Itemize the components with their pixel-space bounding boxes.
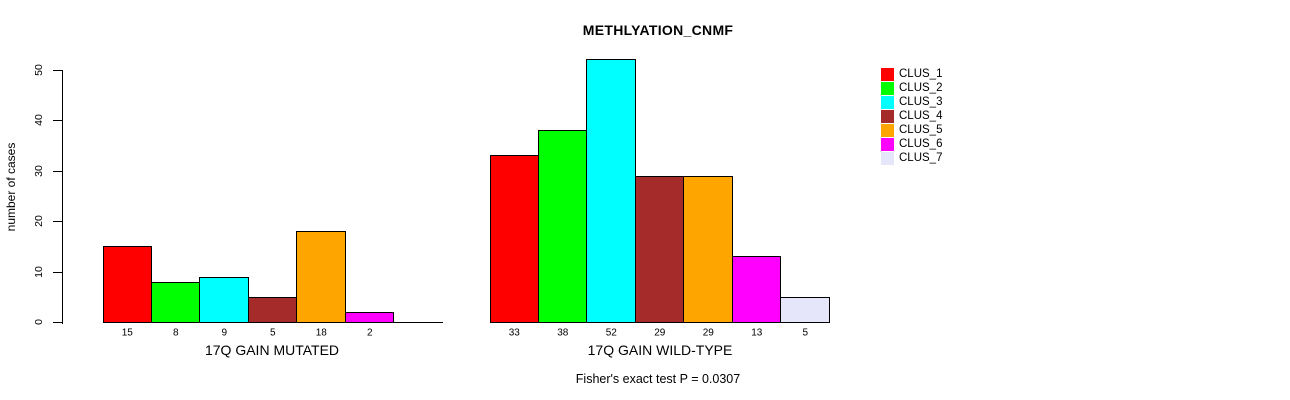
y-axis-tick-label: 50 [33, 64, 45, 76]
legend-label: CLUS_4 [899, 110, 943, 122]
legend-item: CLUS_2 [881, 82, 942, 95]
legend-color-swatch [881, 138, 894, 151]
y-axis-tick [53, 120, 62, 121]
y-axis-tick-label: 0 [33, 319, 45, 325]
y-axis-tick [53, 221, 62, 222]
legend-color-swatch [881, 124, 894, 137]
fisher-test-annotation: Fisher's exact test P = 0.0307 [575, 372, 741, 386]
bar-value-label: 5 [802, 327, 809, 339]
y-axis-tick [53, 70, 62, 71]
bar-value-label: 18 [315, 327, 327, 339]
bar-clus_2 [151, 282, 200, 323]
bar-clus_1 [103, 246, 152, 323]
y-axis-tick [53, 322, 62, 323]
legend-color-swatch [881, 110, 894, 123]
legend-label: CLUS_3 [899, 96, 943, 108]
x-axis-group-label-wild-type: 17Q GAIN WILD-TYPE [587, 342, 733, 358]
bar-clus_2 [538, 130, 587, 323]
legend-color-swatch [881, 82, 894, 95]
y-axis-tick-label: 20 [33, 215, 45, 227]
bar-value-label: 13 [751, 327, 763, 339]
bar-clus_6 [345, 312, 394, 323]
x-axis-group-label-mutated: 17Q GAIN MUTATED [204, 342, 340, 358]
bar-clus_5 [296, 231, 346, 323]
bar-value-label: 2 [366, 327, 373, 339]
bar-clus_3 [586, 59, 636, 323]
y-axis-tick-label: 30 [33, 165, 45, 177]
bar-value-label: 38 [557, 327, 569, 339]
bar-clus_4 [248, 297, 297, 323]
y-axis-tick-label: 40 [33, 114, 45, 126]
bar-value-label: 29 [654, 327, 666, 339]
legend-label: CLUS_2 [899, 82, 943, 94]
bar-value-label: 33 [508, 327, 520, 339]
bar-clus_5 [683, 176, 733, 323]
y-axis-label: number of cases [4, 142, 18, 232]
legend-item: CLUS_4 [881, 110, 942, 123]
legend-color-swatch [881, 96, 894, 109]
y-axis-tick [53, 272, 62, 273]
legend-label: CLUS_6 [899, 138, 943, 150]
bar-clus_7 [780, 297, 830, 323]
bar-clus_6 [732, 256, 781, 323]
bar-value-label: 15 [121, 327, 133, 339]
legend-color-swatch [881, 68, 894, 81]
bar-clus_4 [635, 176, 684, 323]
bar-value-label: 52 [605, 327, 617, 339]
bar-value-label: 5 [269, 327, 276, 339]
legend-label: CLUS_7 [899, 152, 943, 164]
legend-item: CLUS_1 [881, 68, 942, 81]
legend-color-swatch [881, 152, 894, 165]
y-axis-tick [53, 171, 62, 172]
bar-clus_1 [490, 155, 539, 323]
legend-item: CLUS_3 [881, 96, 942, 109]
y-axis-tick-label: 10 [33, 266, 45, 278]
y-axis-line [62, 70, 63, 324]
bar-value-label: 29 [702, 327, 714, 339]
legend-item: CLUS_5 [881, 124, 942, 137]
legend-item: CLUS_6 [881, 138, 942, 151]
legend-label: CLUS_1 [899, 68, 943, 80]
bar-clus_3 [199, 277, 249, 323]
bar-value-label: 9 [221, 327, 228, 339]
legend-label: CLUS_5 [899, 124, 943, 136]
chart-title: METHLYATION_CNMF [582, 22, 734, 38]
bar-value-label: 8 [172, 327, 179, 339]
legend-item: CLUS_7 [881, 152, 942, 165]
